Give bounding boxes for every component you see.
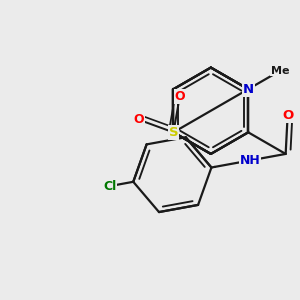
Text: Cl: Cl [103,180,116,193]
Text: S: S [169,126,178,139]
Text: NH: NH [240,154,261,167]
Text: Me: Me [271,66,289,76]
Text: O: O [282,110,293,122]
Text: O: O [175,90,185,103]
Text: O: O [134,113,144,126]
Text: N: N [243,82,254,96]
